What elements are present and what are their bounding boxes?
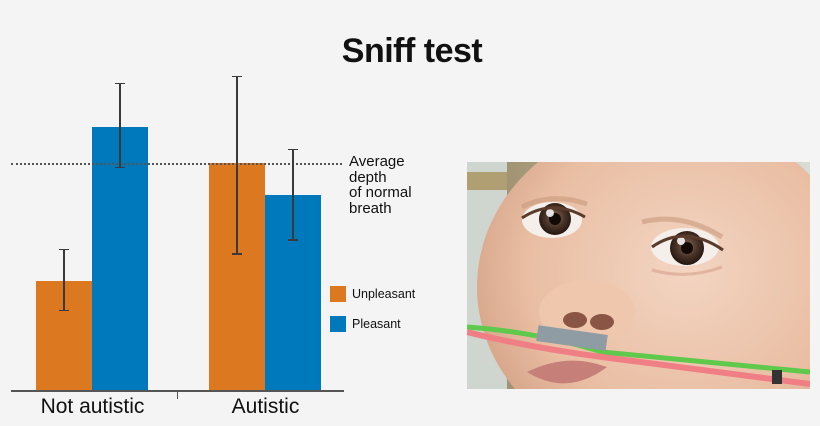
legend-item-unpleasant: Unpleasant [330, 279, 415, 309]
error-bar-cap [232, 75, 242, 78]
bar-chart: Average depth of normal breath Not autis… [11, 75, 439, 418]
error-bar [236, 76, 238, 254]
legend-item-pleasant: Pleasant [330, 309, 415, 339]
child-nasal-cannula-photo [467, 162, 810, 389]
average-breath-reference-line [11, 163, 342, 165]
legend-label: Unpleasant [352, 287, 416, 301]
error-bar-cap [288, 148, 298, 151]
chart-title: Sniff test [341, 32, 483, 70]
error-bar-cap [115, 82, 125, 85]
error-bar [119, 83, 121, 168]
legend-label: Pleasant [352, 317, 401, 331]
reference-label-line: depth [349, 168, 387, 186]
error-bar [292, 149, 294, 241]
error-bar-cap [232, 253, 242, 255]
reference-label-line: breath [349, 199, 392, 217]
legend-swatch-unpleasant [330, 286, 346, 302]
photo-illustration [467, 162, 810, 389]
reference-label-line: Average [349, 153, 405, 170]
error-bar-cap [115, 166, 125, 169]
error-bar-cap [59, 309, 69, 312]
category-label-not-autistic: Not autistic [40, 395, 145, 418]
reference-label-line: of normal [349, 184, 412, 201]
bar-pleasant-not-autistic [92, 126, 148, 390]
reference-line-label: Average depth of normal breath [349, 154, 439, 216]
legend-swatch-pleasant [330, 316, 346, 332]
error-bar [63, 249, 65, 311]
error-bar-cap [288, 239, 298, 241]
legend: Unpleasant Pleasant [330, 279, 415, 339]
x-axis-tick [177, 390, 178, 399]
error-bar-cap [59, 248, 69, 250]
category-label-autistic: Autistic [231, 395, 300, 418]
